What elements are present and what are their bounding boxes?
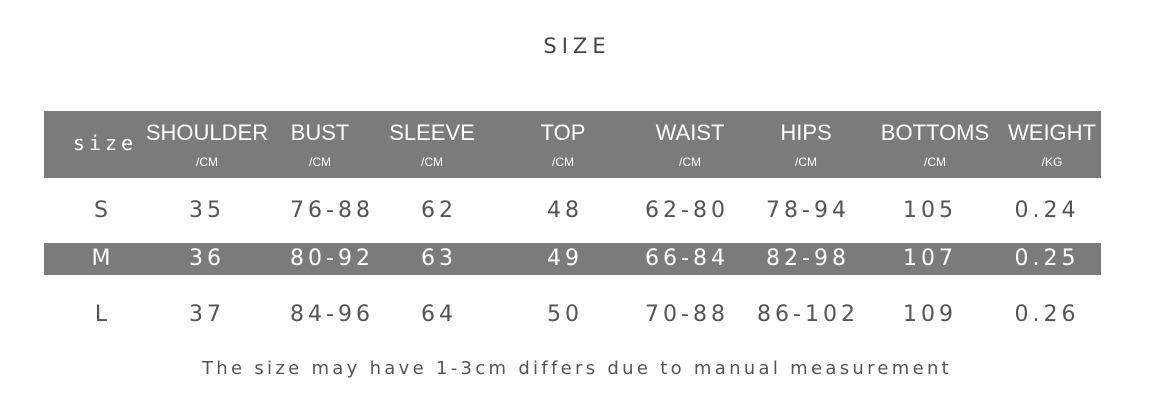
table-cell: 80-92 [290, 246, 374, 271]
column-header: BOTTOMS [880, 120, 990, 145]
table-cell: 35 [189, 198, 225, 223]
column-unit: /CM [679, 155, 701, 169]
column-unit: /KG [1041, 155, 1063, 169]
table-cell: 84-96 [290, 302, 374, 327]
table-cell: 109 [903, 302, 957, 327]
measurement-note: The size may have 1-3cm differs due to m… [201, 358, 953, 379]
table-cell: 64 [421, 302, 457, 327]
table-cell: 62 [421, 198, 457, 223]
table-cell: 76-88 [290, 198, 374, 223]
table-cell: 82-98 [766, 246, 850, 271]
table-cell: 49 [547, 246, 583, 271]
table-cell: 50 [547, 302, 583, 327]
table-cell: 66-84 [645, 246, 729, 271]
table-cell: 105 [903, 198, 957, 223]
column-unit: /CM [552, 155, 574, 169]
column-header: TOP [540, 120, 586, 145]
header-band [44, 111, 1101, 178]
table-cell: 37 [189, 302, 225, 327]
table-cell: 70-88 [645, 302, 729, 327]
table-cell: 36 [189, 246, 225, 271]
table-cell: 48 [547, 198, 583, 223]
table-cell: 78-94 [766, 198, 850, 223]
table-cell: 107 [903, 246, 957, 271]
table-cell: 63 [421, 246, 457, 271]
column-header: WEIGHT [1008, 120, 1096, 145]
column-header: SHOULDER [145, 120, 269, 145]
size-label: L [94, 302, 112, 327]
column-unit: /CM [795, 155, 817, 169]
table-cell: 0.24 [1014, 198, 1080, 223]
table-cell: 0.26 [1014, 302, 1080, 327]
column-unit: /CM [309, 155, 331, 169]
column-header: WAIST [655, 120, 725, 145]
column-header: HIPS [780, 120, 832, 145]
column-unit: /CM [421, 155, 443, 169]
column-header: size [72, 131, 138, 155]
size-label: M [91, 246, 115, 271]
size-label: S [94, 198, 112, 223]
column-header: SLEEVE [389, 120, 475, 145]
column-unit: /CM [924, 155, 946, 169]
row-highlight-band [44, 243, 1101, 275]
chart-title: SIZE [543, 34, 611, 58]
column-header: BUST [290, 120, 350, 145]
table-cell: 0.25 [1014, 246, 1080, 271]
table-cell: 62-80 [645, 198, 729, 223]
table-cell: 86-102 [757, 302, 859, 327]
column-unit: /CM [196, 155, 218, 169]
